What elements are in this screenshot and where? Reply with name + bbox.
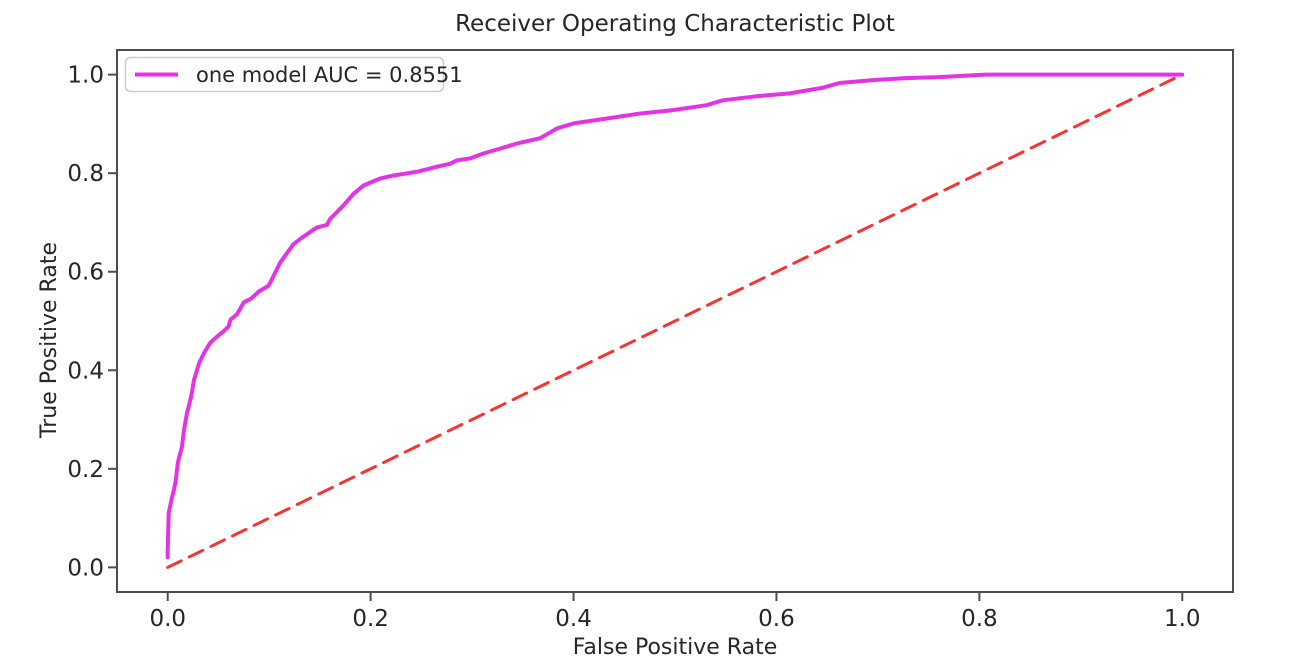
y-tick-label: 0.6 <box>67 260 104 286</box>
plot-spines <box>116 49 1234 593</box>
y-tick-label: 0.0 <box>67 555 104 581</box>
x-axis-label: False Positive Rate <box>573 635 777 660</box>
y-tick-label: 1.0 <box>67 63 104 89</box>
x-tick-label: 1.0 <box>1164 606 1201 632</box>
y-tick-label: 0.4 <box>67 358 104 384</box>
x-tick-label: 0.4 <box>555 606 592 632</box>
legend: one model AUC = 0.8551 <box>124 56 463 93</box>
y-tick-label: 0.2 <box>67 457 104 483</box>
series-layer <box>165 72 1185 569</box>
x-tick-label: 0.0 <box>149 606 186 632</box>
x-tick-label: 0.2 <box>352 606 389 632</box>
axes-layer: 0.0 0.2 0.4 0.6 0.8 1.0 0.0 0.2 0.4 0.6 0.8 1.0 <box>67 49 1234 632</box>
legend-label: one model AUC = 0.8551 <box>196 63 463 87</box>
legend-box <box>124 56 445 93</box>
chance-line <box>166 73 1184 569</box>
x-tick-label: 0.8 <box>961 606 998 632</box>
x-tick-label: 0.6 <box>758 606 795 632</box>
y-tick-label: 0.8 <box>67 161 104 187</box>
roc-curve <box>165 72 1185 560</box>
chart-title: Receiver Operating Characteristic Plot <box>455 11 895 37</box>
y-axis-label: True Positive Rate <box>37 242 62 439</box>
